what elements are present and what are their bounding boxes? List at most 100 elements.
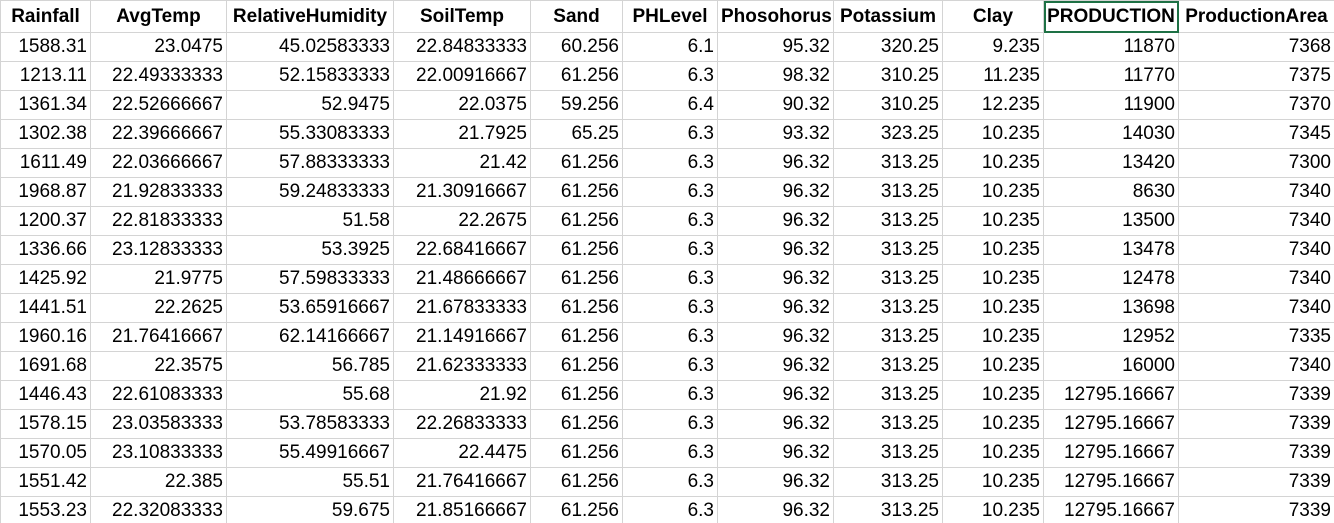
cell[interactable]: 12795.16667	[1043, 380, 1179, 410]
cell[interactable]: 12952	[1043, 322, 1179, 352]
cell[interactable]: 313.25	[833, 206, 943, 236]
cell[interactable]: 1551.42	[0, 467, 91, 497]
cell[interactable]: 313.25	[833, 496, 943, 523]
cell[interactable]: 21.30916667	[393, 177, 531, 207]
cell[interactable]: 6.1	[622, 32, 718, 62]
cell[interactable]: 10.235	[942, 496, 1044, 523]
cell[interactable]: 310.25	[833, 90, 943, 120]
column-header-soiltemp[interactable]: SoilTemp	[393, 0, 531, 33]
column-header-production[interactable]: PRODUCTION	[1043, 0, 1179, 33]
column-header-phlevel[interactable]: PHLevel	[622, 0, 718, 33]
cell[interactable]: 59.675	[226, 496, 394, 523]
cell[interactable]: 22.52666667	[90, 90, 227, 120]
cell[interactable]: 59.24833333	[226, 177, 394, 207]
cell[interactable]: 7345	[1178, 119, 1334, 149]
cell[interactable]: 21.92	[393, 380, 531, 410]
cell[interactable]: 1302.38	[0, 119, 91, 149]
cell[interactable]: 6.3	[622, 293, 718, 323]
cell[interactable]: 93.32	[717, 119, 834, 149]
cell[interactable]: 22.0375	[393, 90, 531, 120]
cell[interactable]: 12795.16667	[1043, 496, 1179, 523]
cell[interactable]: 313.25	[833, 148, 943, 178]
cell[interactable]: 6.3	[622, 148, 718, 178]
cell[interactable]: 62.14166667	[226, 322, 394, 352]
cell[interactable]: 7368	[1178, 32, 1334, 62]
cell[interactable]: 313.25	[833, 293, 943, 323]
cell[interactable]: 10.235	[942, 177, 1044, 207]
cell[interactable]: 7339	[1178, 409, 1334, 439]
cell[interactable]: 6.3	[622, 438, 718, 468]
cell[interactable]: 7335	[1178, 322, 1334, 352]
cell[interactable]: 53.3925	[226, 235, 394, 265]
cell[interactable]: 96.32	[717, 496, 834, 523]
cell[interactable]: 1553.23	[0, 496, 91, 523]
cell[interactable]: 14030	[1043, 119, 1179, 149]
cell[interactable]: 57.88333333	[226, 148, 394, 178]
cell[interactable]: 22.2675	[393, 206, 531, 236]
cell[interactable]: 6.4	[622, 90, 718, 120]
cell[interactable]: 6.3	[622, 409, 718, 439]
cell[interactable]: 61.256	[530, 380, 623, 410]
cell[interactable]: 55.49916667	[226, 438, 394, 468]
cell[interactable]: 7340	[1178, 351, 1334, 381]
cell[interactable]: 6.3	[622, 467, 718, 497]
cell[interactable]: 313.25	[833, 409, 943, 439]
cell[interactable]: 313.25	[833, 322, 943, 352]
cell[interactable]: 10.235	[942, 322, 1044, 352]
cell[interactable]: 1968.87	[0, 177, 91, 207]
cell[interactable]: 1691.68	[0, 351, 91, 381]
cell[interactable]: 1425.92	[0, 264, 91, 294]
cell[interactable]: 96.32	[717, 438, 834, 468]
cell[interactable]: 65.25	[530, 119, 623, 149]
cell[interactable]: 7300	[1178, 148, 1334, 178]
cell[interactable]: 22.61083333	[90, 380, 227, 410]
cell[interactable]: 21.67833333	[393, 293, 531, 323]
cell[interactable]: 61.256	[530, 467, 623, 497]
cell[interactable]: 11870	[1043, 32, 1179, 62]
cell[interactable]: 61.256	[530, 148, 623, 178]
cell[interactable]: 21.92833333	[90, 177, 227, 207]
cell[interactable]: 95.32	[717, 32, 834, 62]
cell[interactable]: 96.32	[717, 409, 834, 439]
cell[interactable]: 61.256	[530, 177, 623, 207]
cell[interactable]: 96.32	[717, 380, 834, 410]
cell[interactable]: 6.3	[622, 351, 718, 381]
cell[interactable]: 61.256	[530, 293, 623, 323]
cell[interactable]: 313.25	[833, 467, 943, 497]
cell[interactable]: 22.49333333	[90, 61, 227, 91]
cell[interactable]: 6.3	[622, 322, 718, 352]
cell[interactable]: 59.256	[530, 90, 623, 120]
column-header-sand[interactable]: Sand	[530, 0, 623, 33]
cell[interactable]: 13420	[1043, 148, 1179, 178]
cell[interactable]: 45.02583333	[226, 32, 394, 62]
cell[interactable]: 10.235	[942, 467, 1044, 497]
cell[interactable]: 7339	[1178, 467, 1334, 497]
cell[interactable]: 10.235	[942, 235, 1044, 265]
cell[interactable]: 7339	[1178, 380, 1334, 410]
cell[interactable]: 12795.16667	[1043, 409, 1179, 439]
cell[interactable]: 6.3	[622, 206, 718, 236]
cell[interactable]: 22.385	[90, 467, 227, 497]
cell[interactable]: 61.256	[530, 496, 623, 523]
column-header-relativehumidity[interactable]: RelativeHumidity	[226, 0, 394, 33]
cell[interactable]: 13698	[1043, 293, 1179, 323]
cell[interactable]: 96.32	[717, 351, 834, 381]
cell[interactable]: 1960.16	[0, 322, 91, 352]
cell[interactable]: 7340	[1178, 293, 1334, 323]
cell[interactable]: 7340	[1178, 235, 1334, 265]
cell[interactable]: 96.32	[717, 206, 834, 236]
cell[interactable]: 12.235	[942, 90, 1044, 120]
cell[interactable]: 1441.51	[0, 293, 91, 323]
cell[interactable]: 320.25	[833, 32, 943, 62]
cell[interactable]: 7339	[1178, 496, 1334, 523]
cell[interactable]: 96.32	[717, 148, 834, 178]
cell[interactable]: 1570.05	[0, 438, 91, 468]
cell[interactable]: 1200.37	[0, 206, 91, 236]
cell[interactable]: 16000	[1043, 351, 1179, 381]
cell[interactable]: 21.7925	[393, 119, 531, 149]
cell[interactable]: 1446.43	[0, 380, 91, 410]
cell[interactable]: 22.03666667	[90, 148, 227, 178]
cell[interactable]: 7370	[1178, 90, 1334, 120]
cell[interactable]: 13500	[1043, 206, 1179, 236]
cell[interactable]: 1578.15	[0, 409, 91, 439]
